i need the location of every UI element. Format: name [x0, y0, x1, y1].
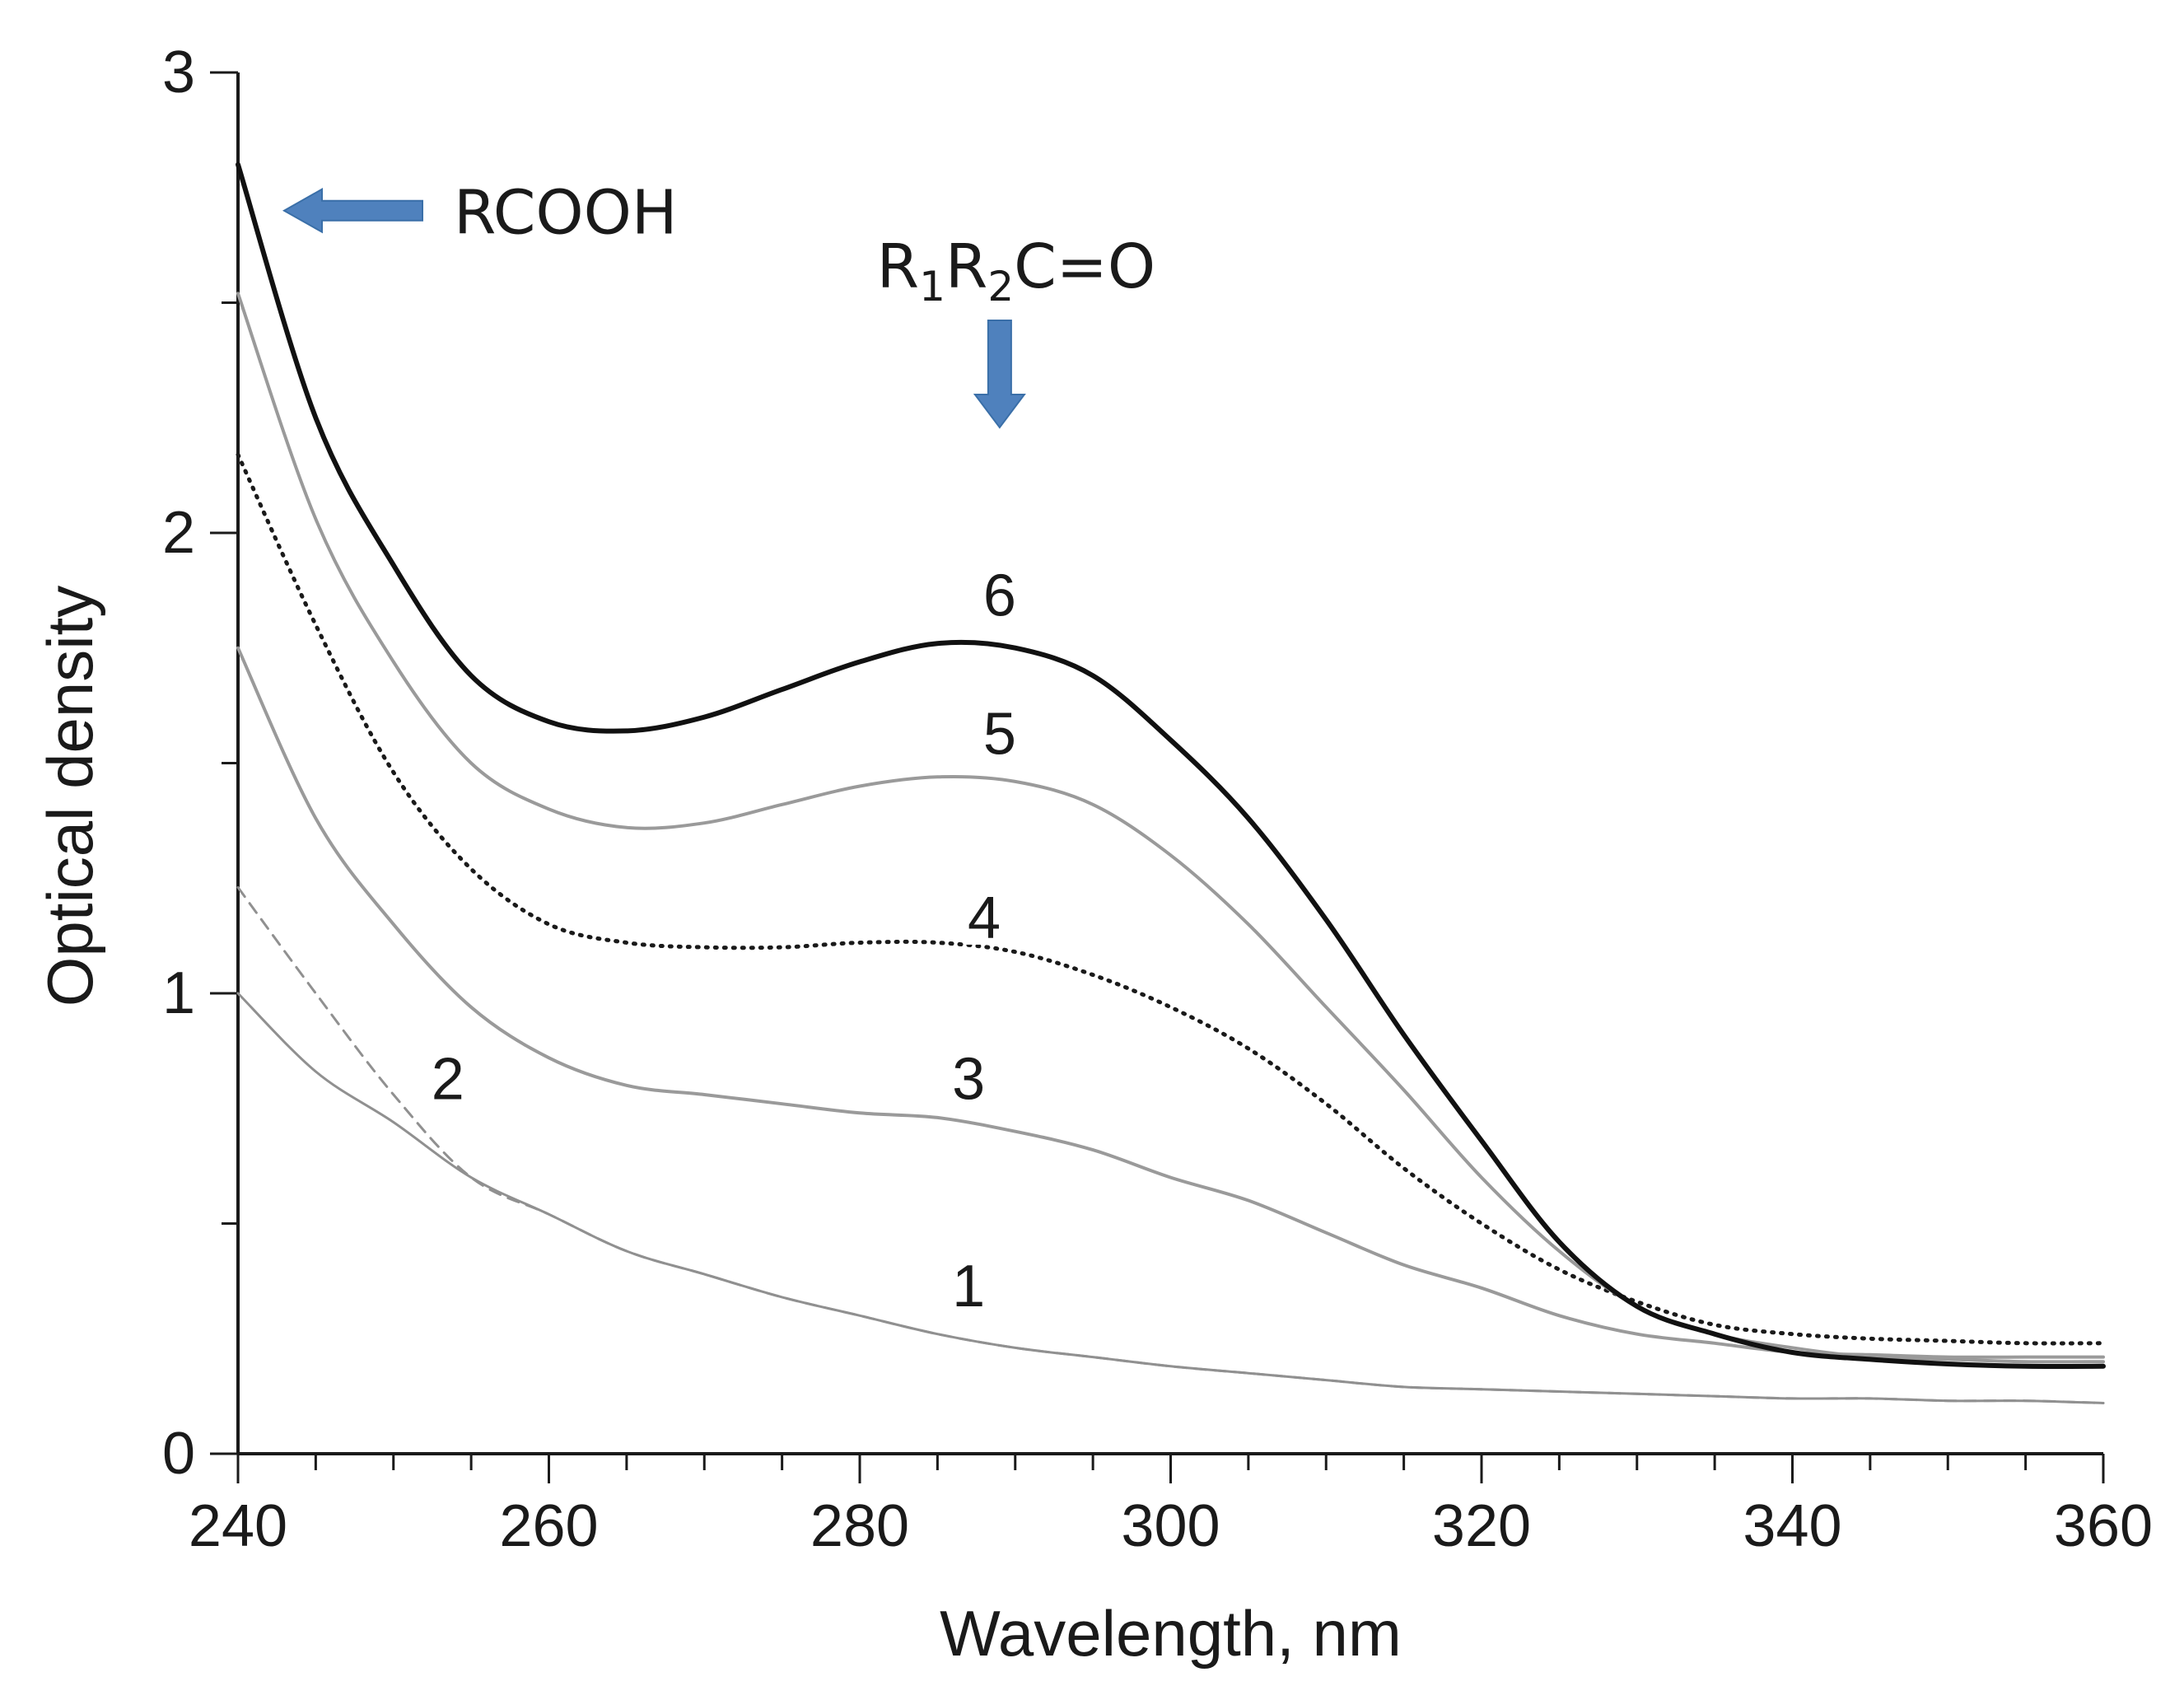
curve-label-6: 6: [983, 563, 1016, 629]
subscript: 2: [987, 263, 1014, 311]
annotation-part: R: [877, 231, 919, 302]
x-tick-label: 300: [1121, 1493, 1220, 1559]
series-6-line: [236, 161, 2106, 1370]
curve-label-bg: [981, 706, 1018, 761]
annotation-part: R: [945, 231, 987, 302]
carbonyl-arrow-icon: [973, 319, 1026, 429]
x-tick-label: 240: [189, 1493, 287, 1559]
series-4-line: [236, 452, 2106, 1346]
y-tick-label: 1: [162, 960, 195, 1026]
x-tick-label: 340: [1743, 1493, 1841, 1559]
carbonyl-annotation: R1R2C=O: [877, 231, 1155, 311]
rcooh-annotation: RCOOH: [454, 178, 678, 249]
curve-label-4: 4: [968, 885, 1001, 951]
curves: [236, 161, 2106, 1404]
labels: 1 2 3 4 5 6: [429, 563, 1018, 1319]
rcooh-arrow-icon: [282, 187, 423, 234]
subscript: 1: [919, 263, 945, 311]
curve-label-bg: [950, 1259, 987, 1314]
x-tick-label: 320: [1432, 1493, 1531, 1559]
curve-label-bg: [950, 1051, 987, 1106]
x-tick-label: 280: [810, 1493, 909, 1559]
curve-label-bg: [429, 1051, 466, 1106]
y-axis-title: Optical density: [34, 586, 106, 1007]
series-3-line: [236, 646, 2105, 1359]
curve-label-5: 5: [983, 701, 1016, 767]
y-tick-label: 0: [162, 1421, 195, 1487]
x-axis-title: Wavelength, nm: [940, 1597, 1402, 1670]
x-tick-label: 260: [499, 1493, 598, 1559]
x-tick-label: 360: [2054, 1493, 2153, 1559]
curve-label-1: 1: [952, 1254, 985, 1319]
series-1-line: [236, 992, 2105, 1404]
y-tick-label: 2: [162, 500, 195, 566]
series-5-line: [236, 292, 2105, 1364]
curve-label-bg: [981, 567, 1018, 623]
y-tick-label: 3: [162, 40, 195, 105]
annotation-part: C=O: [1014, 231, 1155, 302]
curve-label-3: 3: [952, 1047, 985, 1113]
curve-label-bg: [966, 890, 1002, 945]
curve-label-2: 2: [432, 1047, 464, 1113]
series-2-line: [236, 885, 2105, 1404]
